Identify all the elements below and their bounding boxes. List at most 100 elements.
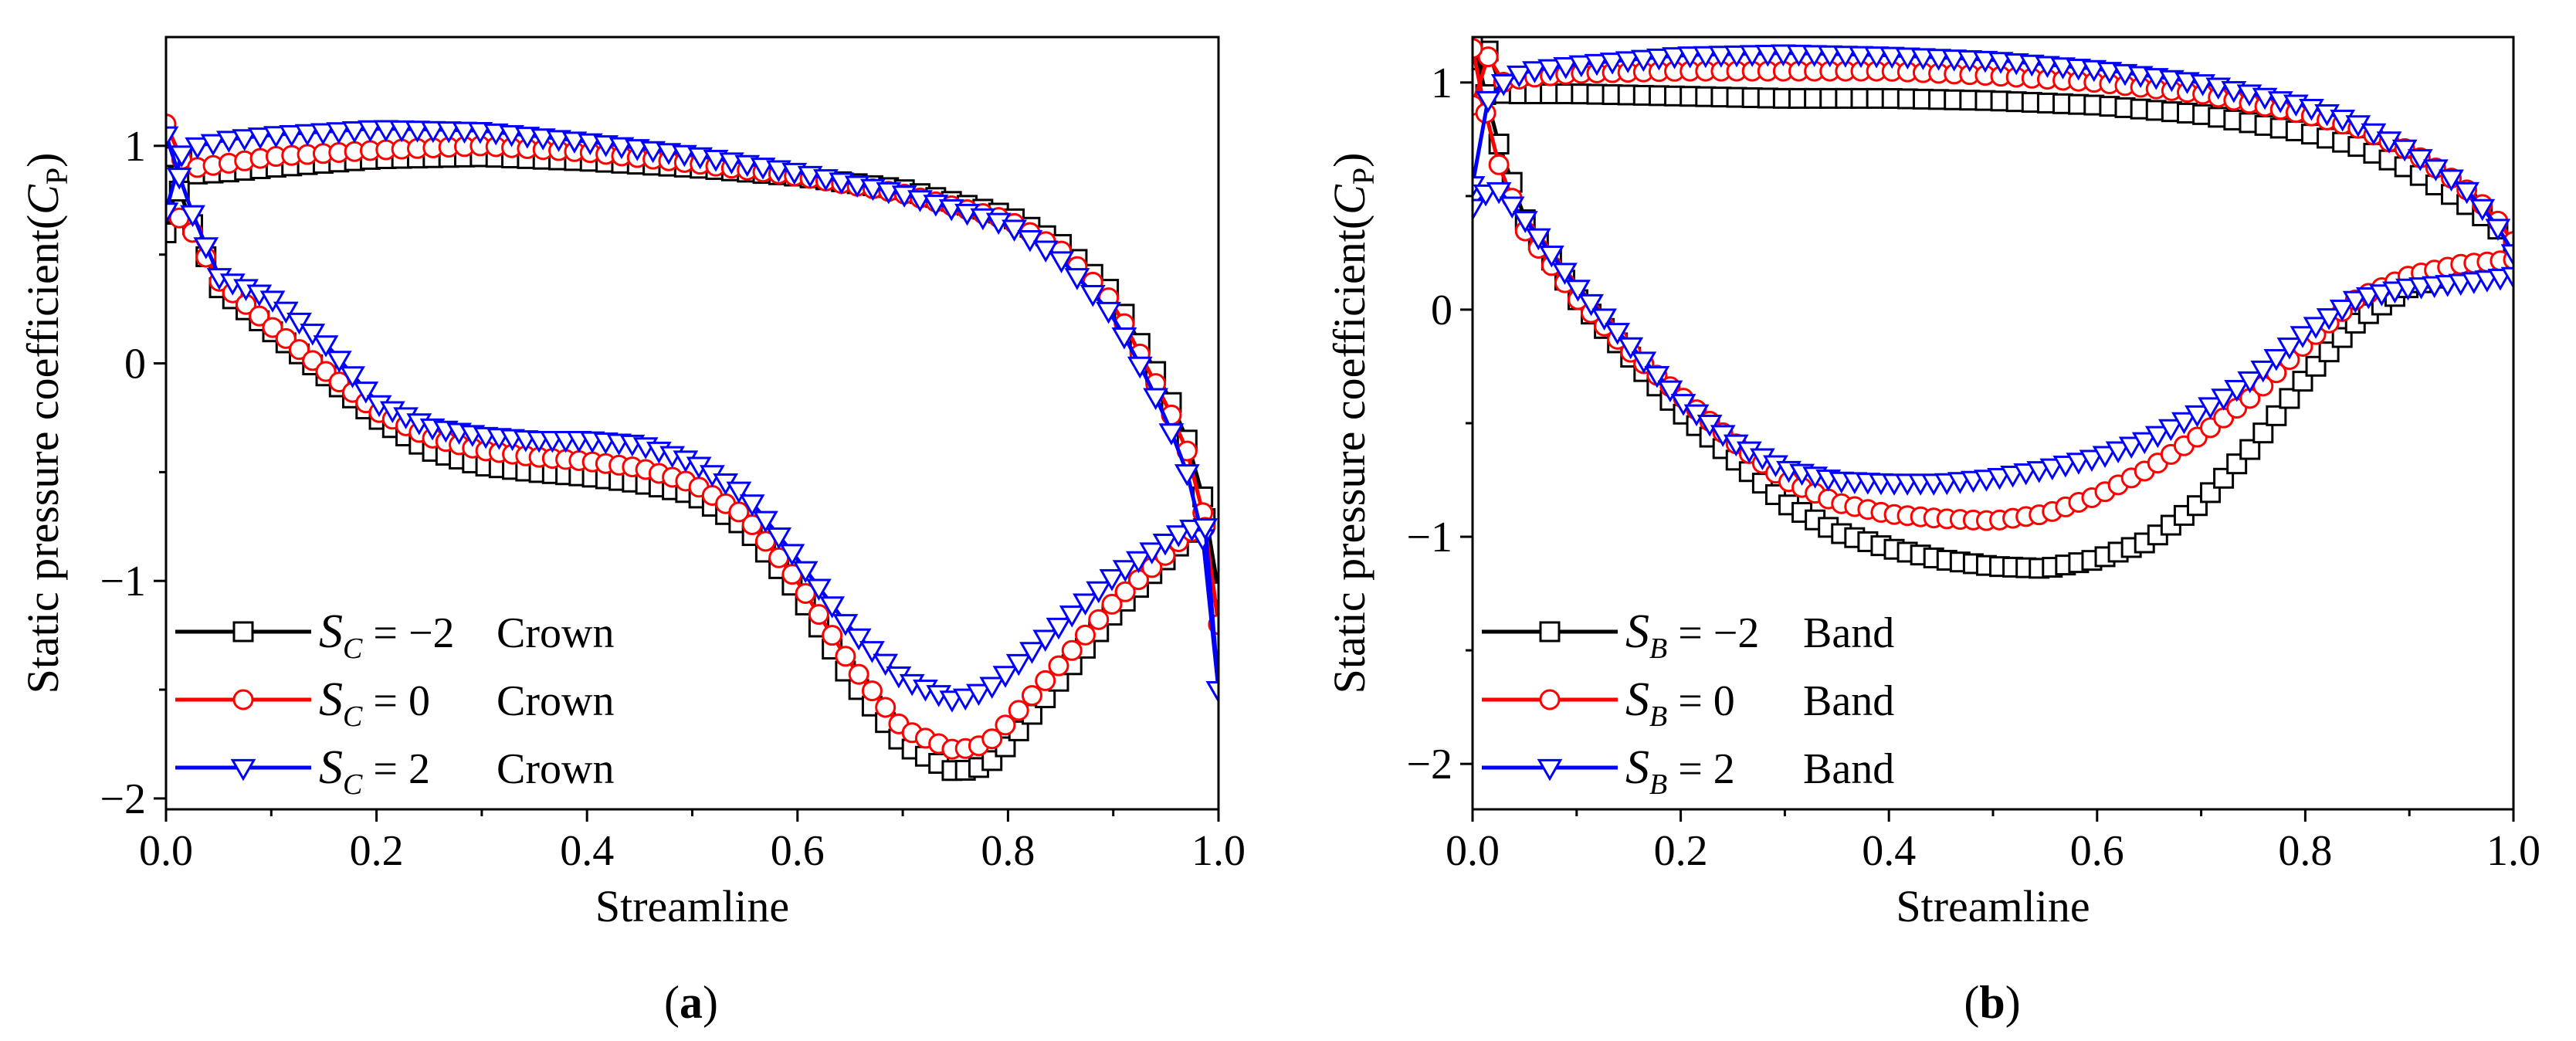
legend-var: S (1625, 741, 1649, 794)
series-1-lower-marker (2279, 388, 2300, 409)
series-3-lower-marker (2250, 360, 2276, 383)
series-3-upper-marker (467, 121, 493, 144)
series-3-upper-marker (2066, 58, 2092, 81)
series-group (1473, 37, 2513, 579)
series-2-lower-marker (1074, 624, 1096, 646)
series-3-lower-marker (992, 666, 1019, 688)
panel-label-open: ( (664, 977, 680, 1028)
series-3-lower-marker (1032, 629, 1059, 653)
series-2-lower-marker (1061, 639, 1083, 661)
series-3-lower-marker (1578, 293, 1604, 317)
series-3-upper-marker (405, 120, 430, 143)
series-3-lower-marker (2157, 419, 2184, 442)
y-tick-label: 1 (1431, 59, 1452, 107)
x-tick-label: 0.8 (2278, 827, 2332, 875)
series-3-upper-marker (1096, 301, 1121, 324)
series-3-upper-marker (263, 126, 289, 148)
series-3-lower-marker (1512, 211, 1538, 233)
series-2-lower-marker (835, 646, 856, 667)
series-3-upper-marker (185, 137, 211, 160)
series-3-lower-marker (2039, 458, 2066, 481)
series-3-lower-marker (1644, 365, 1670, 388)
legend-sub: B (1649, 632, 1667, 665)
series-3-upper-marker (1537, 59, 1563, 82)
series-2-lower-marker (995, 714, 1016, 736)
series-3-lower-marker (2355, 287, 2381, 310)
series-3-lower-marker (1126, 551, 1151, 574)
x-tick-label: 0.2 (350, 827, 404, 875)
series-3-upper-marker (546, 130, 571, 152)
series-3-upper-marker (483, 123, 509, 146)
series-2-lower-marker (315, 361, 337, 382)
series-3-upper-marker (1080, 285, 1106, 307)
series-3-lower-marker (1165, 525, 1191, 548)
series-3-lower-marker (1538, 245, 1564, 268)
series-3-upper-marker (1630, 49, 1656, 73)
series-3-lower-marker (2026, 461, 2052, 483)
series-3-upper-marker (1941, 49, 1968, 72)
series-3-lower-marker (2092, 446, 2118, 468)
series-3-lower-marker (313, 335, 339, 358)
legend-label-1: SB = −2 Band (1625, 605, 1894, 665)
series-3-upper-marker (200, 134, 226, 157)
series-1-upper-marker (166, 222, 177, 244)
series-3-upper-marker (436, 121, 462, 144)
series-2-lower-marker (1473, 38, 1483, 59)
series-3-lower-marker (1192, 518, 1219, 541)
y-axis-title-close: ) (18, 153, 68, 168)
series-3-lower-marker (2500, 266, 2513, 290)
series-2-lower-marker (289, 339, 310, 361)
y-axis-title-close: ) (1324, 153, 1374, 168)
series-2-lower-marker (808, 604, 829, 626)
series-3-upper-marker (1754, 44, 1781, 67)
series-3-upper-marker (561, 131, 588, 154)
legend-marker-2 (1539, 689, 1561, 710)
series-2-lower-marker (1088, 609, 1110, 630)
series-3-upper-marker (1926, 49, 1951, 71)
series-3-lower-marker (180, 205, 205, 228)
y-axis-title-variable: C (18, 184, 68, 215)
series-3-lower-marker (1019, 642, 1045, 664)
series-2-lower-marker (262, 317, 283, 338)
series-3-lower-marker (1552, 263, 1578, 285)
series-3-lower-marker (726, 481, 752, 504)
legend-eq: = 0 (1667, 677, 1735, 725)
series-3-upper-marker (1143, 388, 1169, 411)
panel-label-open: ( (1964, 977, 1979, 1028)
series-3-upper-marker (2454, 181, 2480, 205)
series-2-lower-marker (1488, 154, 1510, 175)
series-3-lower-marker (2303, 317, 2329, 339)
series-2-lower-marker (1048, 655, 1069, 676)
series-1-lower-marker (2331, 327, 2353, 348)
x-tick-label: 0.0 (1446, 827, 1500, 875)
series-3-lower-marker (2382, 281, 2408, 304)
series-3-upper-marker (1568, 55, 1595, 78)
y-tick-label: 0 (1431, 287, 1452, 334)
series-3-upper-marker (388, 120, 415, 143)
series-3-lower-marker (832, 614, 859, 636)
legend-sub: C (343, 768, 363, 801)
series-1-lower-marker (2266, 405, 2287, 426)
series-3-lower-marker (1473, 198, 1486, 221)
legend-label-2: SB = 0 Band (1625, 673, 1894, 733)
series-3-lower-marker (273, 301, 299, 324)
series-3-lower-marker (326, 351, 352, 373)
legend-eq: = 2 (362, 745, 430, 793)
legend-sub: B (1649, 700, 1667, 733)
series-3-lower-marker (2185, 405, 2210, 428)
series-3-lower-marker (1605, 323, 1631, 345)
x-axis-title: Streamline (595, 881, 789, 931)
series-2-lower-marker (1021, 685, 1042, 707)
series-3-upper-marker (1708, 46, 1734, 68)
series-3-upper-marker (1957, 49, 1983, 73)
series-3-lower-marker (1086, 581, 1112, 604)
series-3-lower-marker (806, 578, 832, 601)
legend: SB = −2 Band SB = 0 Band SB = 2 Band (1482, 605, 1894, 801)
y-axis-title-text: Static pressure coefficient( (18, 215, 68, 694)
legend-label-3: SB = 2 Band (1625, 741, 1894, 801)
series-3-lower-marker (300, 324, 326, 346)
x-tick-label: 0.4 (560, 827, 614, 875)
y-axis-title: Static pressure coefficient(CP) (18, 153, 74, 694)
series-3-lower-marker (739, 494, 765, 517)
